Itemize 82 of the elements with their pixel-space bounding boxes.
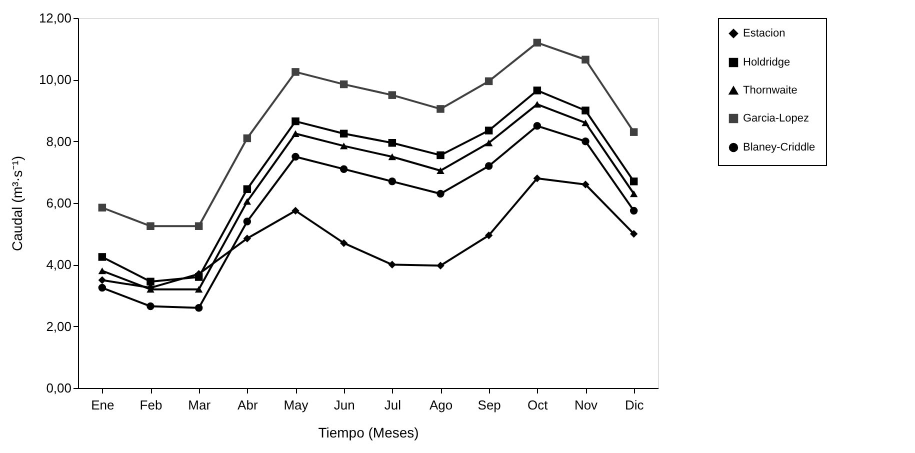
point [98,253,106,261]
legend-label: Holdridge [743,56,790,68]
point [630,178,638,186]
point [388,178,396,186]
y-tick-label: 6,00 [46,196,72,210]
point [98,267,106,274]
point [436,262,444,270]
point [194,304,203,312]
point [340,80,348,88]
point [243,218,252,226]
legend-label: Garcia-Lopez [743,112,810,124]
x-tick-label: Jul [384,398,402,412]
x-axis-title: Tiempo (Meses) [318,424,419,440]
x-tick-label: May [284,398,309,412]
x-tick-label: Dic [624,398,644,412]
point [340,142,348,150]
point [484,162,493,170]
point [582,137,590,146]
point [533,100,542,108]
x-tick-label: Ene [91,398,114,412]
point [194,222,203,230]
x-tick-label: Feb [140,398,162,412]
point [340,239,348,247]
point [484,140,493,146]
point [194,286,203,293]
y-axis-title: Caudal (m³·s⁻¹) [8,156,25,252]
x-tick-label: Abr [238,398,258,412]
point [630,128,638,136]
point [582,180,590,188]
x-tick-label: Sep [478,398,501,412]
point [98,276,106,284]
point [243,134,252,142]
point [98,204,106,212]
x-tick-label: Jun [334,398,355,412]
point [436,167,444,174]
point [146,222,154,230]
y-tick-label: 12,00 [38,10,72,26]
point [243,185,252,193]
point [98,284,106,292]
point [630,206,638,215]
point [388,91,396,99]
x-tick-label: Oct [528,398,548,412]
point [292,206,300,215]
point [630,190,638,198]
point [436,190,444,198]
y-tick-label: 2,00 [46,318,72,334]
x-tick-label: Nov [574,398,598,412]
point [388,260,396,269]
y-tick-label: 10,00 [38,72,72,88]
point [146,302,154,310]
point [388,139,396,147]
point [388,153,396,160]
point [533,174,542,182]
legend-label: Estacion [743,28,786,40]
point [292,152,300,161]
point [340,165,348,173]
point [484,232,493,240]
point [630,230,638,238]
point [292,130,300,137]
point [582,56,590,64]
legend-label: Blaney-Criddle [743,142,816,154]
point [484,126,493,134]
point [243,198,252,205]
point [582,106,590,114]
y-tick-label: 0,00 [46,380,72,396]
point [582,119,590,126]
point [484,77,493,86]
point [243,234,252,242]
y-tick-label: 4,00 [46,257,72,272]
point [340,130,348,138]
point [292,117,300,126]
point [292,68,300,76]
point [533,86,542,94]
x-tick-label: Mar [188,398,212,412]
legend-label: Thornwaite [743,84,798,96]
point [436,105,444,113]
point [436,151,444,160]
x-tick-label: Ago [429,398,453,412]
point [533,122,542,130]
y-tick-label: 8,00 [46,134,72,149]
point [146,278,154,286]
point [533,38,542,47]
